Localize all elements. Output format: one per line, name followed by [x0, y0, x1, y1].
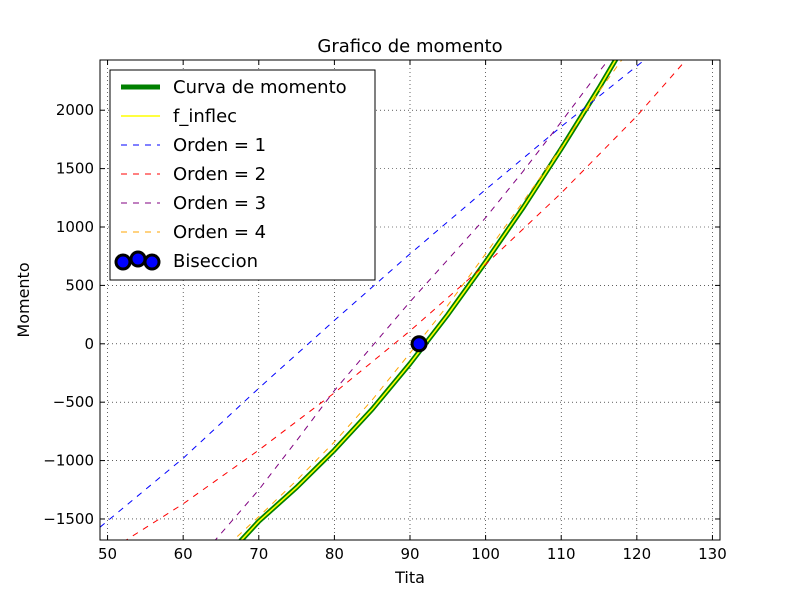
legend-entry-orden-4: Orden = 4	[121, 222, 266, 243]
y-tick-label: −1500	[43, 510, 94, 528]
legend-swatch-marker	[114, 253, 132, 271]
series-layer	[100, 60, 687, 540]
x-tick-label: 60	[174, 545, 193, 563]
orden-1-line	[100, 60, 645, 528]
legend-entry-orden-2: Orden = 2	[121, 164, 266, 185]
legend-entry-biseccion: Biseccion	[114, 250, 258, 272]
x-tick-label: 120	[623, 545, 652, 563]
x-tick-label: 50	[98, 545, 117, 563]
legend-label: f_inflec	[173, 106, 237, 127]
biseccion-point	[410, 335, 428, 353]
legend-entry-orden-1: Orden = 1	[121, 135, 266, 156]
legend-label: Orden = 4	[173, 222, 266, 243]
orden-4-line	[232, 60, 623, 540]
legend-label: Orden = 1	[173, 135, 266, 156]
x-tick-label: 80	[325, 545, 344, 563]
chart-title: Grafico de momento	[317, 36, 502, 57]
y-tick-label: 2000	[56, 101, 94, 119]
y-tick-label: 1500	[56, 160, 94, 178]
y-tick-label: −1000	[43, 452, 94, 470]
x-tick-label: 100	[471, 545, 500, 563]
x-tick-label: 90	[400, 545, 419, 563]
legend-box	[109, 69, 376, 281]
y-tick-label: −500	[53, 393, 94, 411]
x-axis-label: Tita	[394, 568, 425, 587]
y-tick-label: 1000	[56, 218, 94, 236]
legend-label: Curva de momento	[173, 77, 347, 98]
x-tick-label: 70	[249, 545, 268, 563]
legend-entry-orden-3: Orden = 3	[121, 193, 266, 214]
legend-label: Orden = 3	[173, 193, 266, 214]
y-tick-label: 0	[84, 335, 94, 353]
x-tick-label: 130	[698, 545, 727, 563]
legend-entry-curva-de-momento: Curva de momento	[121, 77, 347, 98]
y-tick-label: 500	[65, 276, 94, 294]
y-axis-ticks: −1500 −1000 −500 0 500 1000 1500 2000	[43, 101, 720, 528]
x-tick-label: 110	[547, 545, 576, 563]
legend-label: Orden = 2	[173, 164, 266, 185]
legend: Curva de momento f_inflec Orden = 1 Orden =…	[109, 69, 376, 281]
grid	[100, 60, 720, 540]
y-axis-label: Momento	[14, 262, 33, 337]
legend-swatch-marker	[129, 250, 147, 268]
legend-entry-f-inflec: f_inflec	[121, 106, 237, 127]
orden-3-line	[214, 60, 610, 540]
legend-swatch-marker	[143, 253, 161, 271]
x-axis-ticks: 50 60 70 80 90 100 110 120 130	[98, 60, 727, 563]
legend-label: Biseccion	[173, 251, 258, 272]
